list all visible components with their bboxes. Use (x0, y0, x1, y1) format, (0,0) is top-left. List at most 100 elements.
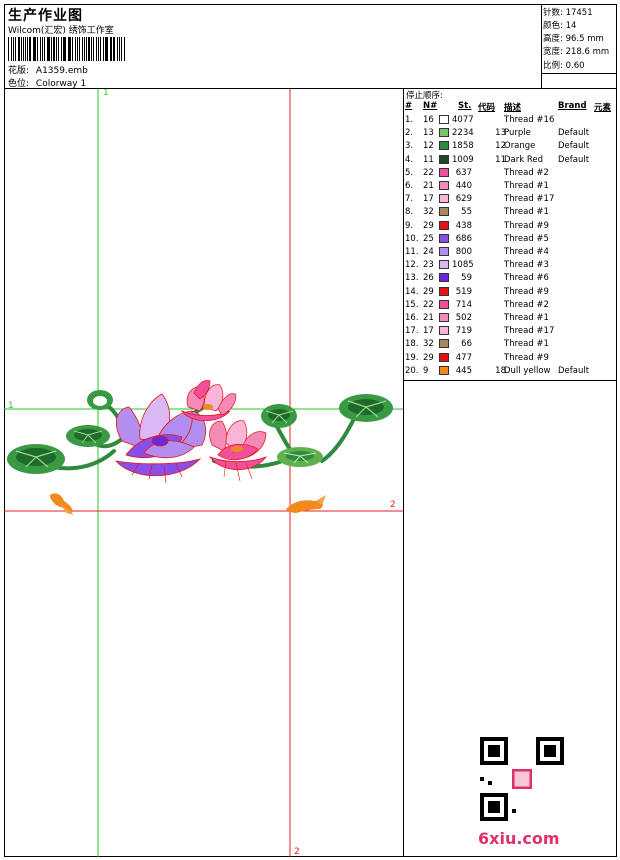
row-description: Thread #9 (504, 352, 549, 363)
row-description: Thread #4 (504, 247, 549, 257)
row-index: 9. (405, 220, 414, 231)
table-row: 5. 22 637 Thread #2 (404, 167, 617, 180)
row-stitches: 477 (455, 352, 472, 363)
row-needle: 17 (423, 194, 434, 205)
row-description: Thread #17 (504, 194, 555, 205)
barcode-bar (114, 37, 115, 61)
row-index: 18. (405, 339, 419, 350)
col-element: 元素 (594, 103, 612, 113)
qr-module (480, 777, 484, 781)
row-code: 12 (495, 141, 506, 152)
site-watermark: 6xiu.com (478, 829, 560, 848)
row-description: Thread #17 (504, 326, 555, 337)
barcode-bar (102, 37, 104, 61)
row-description: Purple (504, 128, 531, 139)
goldfish-right (286, 495, 326, 513)
row-needle: 23 (423, 260, 434, 271)
row-index: 4. (405, 154, 414, 165)
barcode-bar (109, 37, 112, 61)
row-needle: 32 (423, 207, 434, 218)
row-stitches: 686 (455, 233, 472, 244)
lily-pad-right-low (277, 447, 323, 467)
row-stitches: 55 (461, 207, 472, 218)
table-row: 8. 32 55 Thread #1 (404, 206, 617, 219)
stats-panel: 针数: 17451 颜色: 14 高度: 96.5 mm 宽度: 218.6 m… (541, 4, 617, 88)
barcode-bar (84, 37, 85, 61)
table-row: 11. 24 800 Thread #4 (404, 246, 617, 259)
color-swatch (439, 115, 449, 124)
table-row: 3. 12 1858 12 Orange Default (404, 140, 617, 153)
row-needle: 29 (423, 286, 434, 297)
barcode-bar (56, 37, 58, 61)
table-row: 7. 17 629 Thread #17 (404, 193, 617, 206)
barcode-bar (79, 37, 81, 61)
color-swatch (439, 286, 449, 296)
color-swatch (439, 326, 449, 336)
barcode-bar (34, 37, 37, 61)
stat-colors: 颜色: 14 (543, 21, 577, 31)
pink-lotus-top (181, 380, 237, 422)
row-stitches: 719 (455, 326, 472, 337)
barcode-bar (106, 37, 108, 61)
row-code: 13 (495, 128, 506, 139)
row-stitches: 1085 (452, 260, 474, 271)
header: 生产作业图 Wilcom(汇宏) 绣饰工作室 花版: A1359.emb 色位:… (4, 4, 617, 89)
barcode-bar (62, 37, 64, 61)
barcode-bar (53, 37, 56, 61)
row-stitches: 629 (455, 194, 472, 205)
table-bottom-line (404, 380, 617, 381)
barcode-bar (61, 37, 62, 61)
barcode-bar (22, 37, 24, 61)
barcode-bar (25, 37, 26, 61)
colorway-value: Colorway 1 (35, 79, 87, 89)
table-row: 17. 17 719 Thread #17 (404, 325, 617, 338)
row-needle: 21 (423, 313, 434, 323)
row-needle: 22 (423, 299, 434, 310)
col-code: 代码 (478, 103, 496, 113)
barcode-bar (85, 37, 87, 61)
stop-sequence-heading: 停止顺序: (406, 91, 443, 101)
barcode-bar (104, 37, 106, 61)
row-needle: 13 (423, 128, 434, 139)
barcode-bar (11, 37, 12, 61)
qr-module (512, 809, 516, 813)
qr-code (480, 737, 564, 821)
row-description: Thread #1 (504, 313, 549, 323)
barcode-bar (46, 37, 48, 61)
row-brand: Default (558, 365, 590, 376)
row-stitches: 1009 (452, 154, 474, 165)
color-swatch (439, 339, 449, 349)
table-row: 4. 11 1009 11 Dark Red Default (404, 154, 617, 167)
pattern-label: 花版: (8, 66, 30, 76)
barcode-bar (120, 37, 122, 61)
row-index: 1. (405, 115, 414, 125)
row-brand: Default (558, 154, 590, 165)
col-brand: Brand (558, 101, 587, 111)
row-index: 16. (405, 313, 419, 323)
row-stitches: 502 (455, 313, 472, 323)
pattern-line: 花版: A1359.emb (8, 63, 88, 76)
row-description: Thread #3 (504, 260, 549, 271)
table-row: 10. 25 686 Thread #5 (404, 233, 617, 246)
color-swatch (439, 220, 449, 230)
stop-sequence-panel: 停止顺序: # N# St. 代码 描述 Brand 元素 1. 16 4077 Th… (403, 89, 617, 857)
barcode-bar (14, 37, 16, 61)
row-index: 11. (405, 247, 419, 257)
table-row: 12. 23 1085 Thread #3 (404, 259, 617, 272)
row-index: 8. (405, 207, 414, 218)
row-needle: 29 (423, 352, 434, 363)
table-row: 15. 22 714 Thread #2 (404, 299, 617, 312)
row-stitches: 440 (455, 181, 472, 191)
barcode-bar (72, 37, 74, 61)
row-index: 2. (405, 128, 414, 139)
page-title: 生产作业图 (8, 8, 83, 24)
row-needle: 29 (423, 220, 434, 231)
pattern-value: A1359.emb (35, 66, 88, 76)
color-swatch (439, 247, 449, 256)
lily-bud-curl (87, 390, 113, 410)
barcode-bar (123, 37, 125, 61)
row-needle: 25 (423, 233, 434, 244)
barcode-bar (26, 37, 29, 61)
row-needle: 11 (423, 154, 434, 165)
qr-module (488, 781, 492, 785)
